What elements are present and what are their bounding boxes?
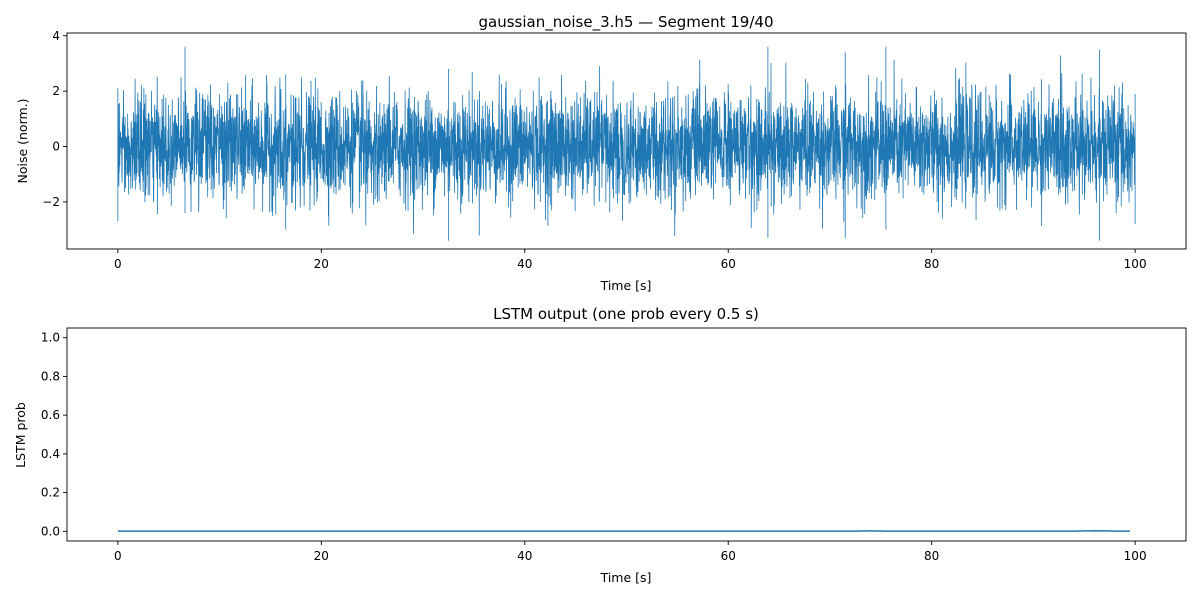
lstm-x-axis: 0 20 40 60 80 100 [114,541,1147,563]
lstm-panel: LSTM output (one prob every 0.5 s) 0 20 40… [13,305,1187,585]
lstm-y-tick-label: 0.2 [41,486,60,500]
lstm-x-tick-label: 80 [924,549,939,563]
noise-y-axis-label: Noise (norm.) [15,98,30,183]
lstm-y-tick-label: 1.0 [41,331,60,345]
noise-y-tick-label: −2 [42,195,60,209]
lstm-axes-frame [66,327,1187,542]
lstm-y-tick-label: 0.6 [41,408,60,422]
noise-y-axis: −2 0 2 4 [42,29,67,209]
lstm-x-tick-label: 0 [114,549,122,563]
lstm-x-tick-label: 20 [314,549,329,563]
noise-x-tick-label: 80 [924,257,939,271]
noise-axes-frame [66,32,1187,250]
noise-y-tick-label: 0 [52,140,60,154]
lstm-x-axis-label: Time [s] [600,570,652,585]
lstm-x-tick-label: 100 [1124,549,1147,563]
lstm-y-tick-label: 0.8 [41,369,60,383]
noise-x-tick-label: 40 [517,257,532,271]
noise-series-line [117,46,1136,241]
lstm-y-axis-label: LSTM prob [13,402,28,468]
lstm-y-axis: 0.0 0.2 0.4 0.6 0.8 1.0 [41,331,67,538]
lstm-x-tick-label: 40 [517,549,532,563]
lstm-y-tick-label: 0.0 [41,524,60,538]
noise-panel: gaussian_noise_3.h5 — Segment 19/40 0 20 4… [15,13,1187,293]
noise-x-axis-label: Time [s] [600,278,652,293]
noise-x-tick-label: 0 [114,257,122,271]
lstm-x-tick-label: 60 [721,549,736,563]
lstm-y-tick-label: 0.4 [41,447,60,461]
lstm-panel-title: LSTM output (one prob every 0.5 s) [493,305,759,323]
noise-x-axis: 0 20 40 60 80 100 [114,249,1147,271]
noise-y-tick-label: 2 [52,84,60,98]
noise-x-tick-label: 100 [1124,257,1147,271]
noise-y-tick-label: 4 [52,29,60,43]
noise-panel-title: gaussian_noise_3.h5 — Segment 19/40 [478,13,773,32]
noise-plot-area [117,46,1136,241]
noise-x-tick-label: 20 [314,257,329,271]
noise-x-tick-label: 60 [721,257,736,271]
